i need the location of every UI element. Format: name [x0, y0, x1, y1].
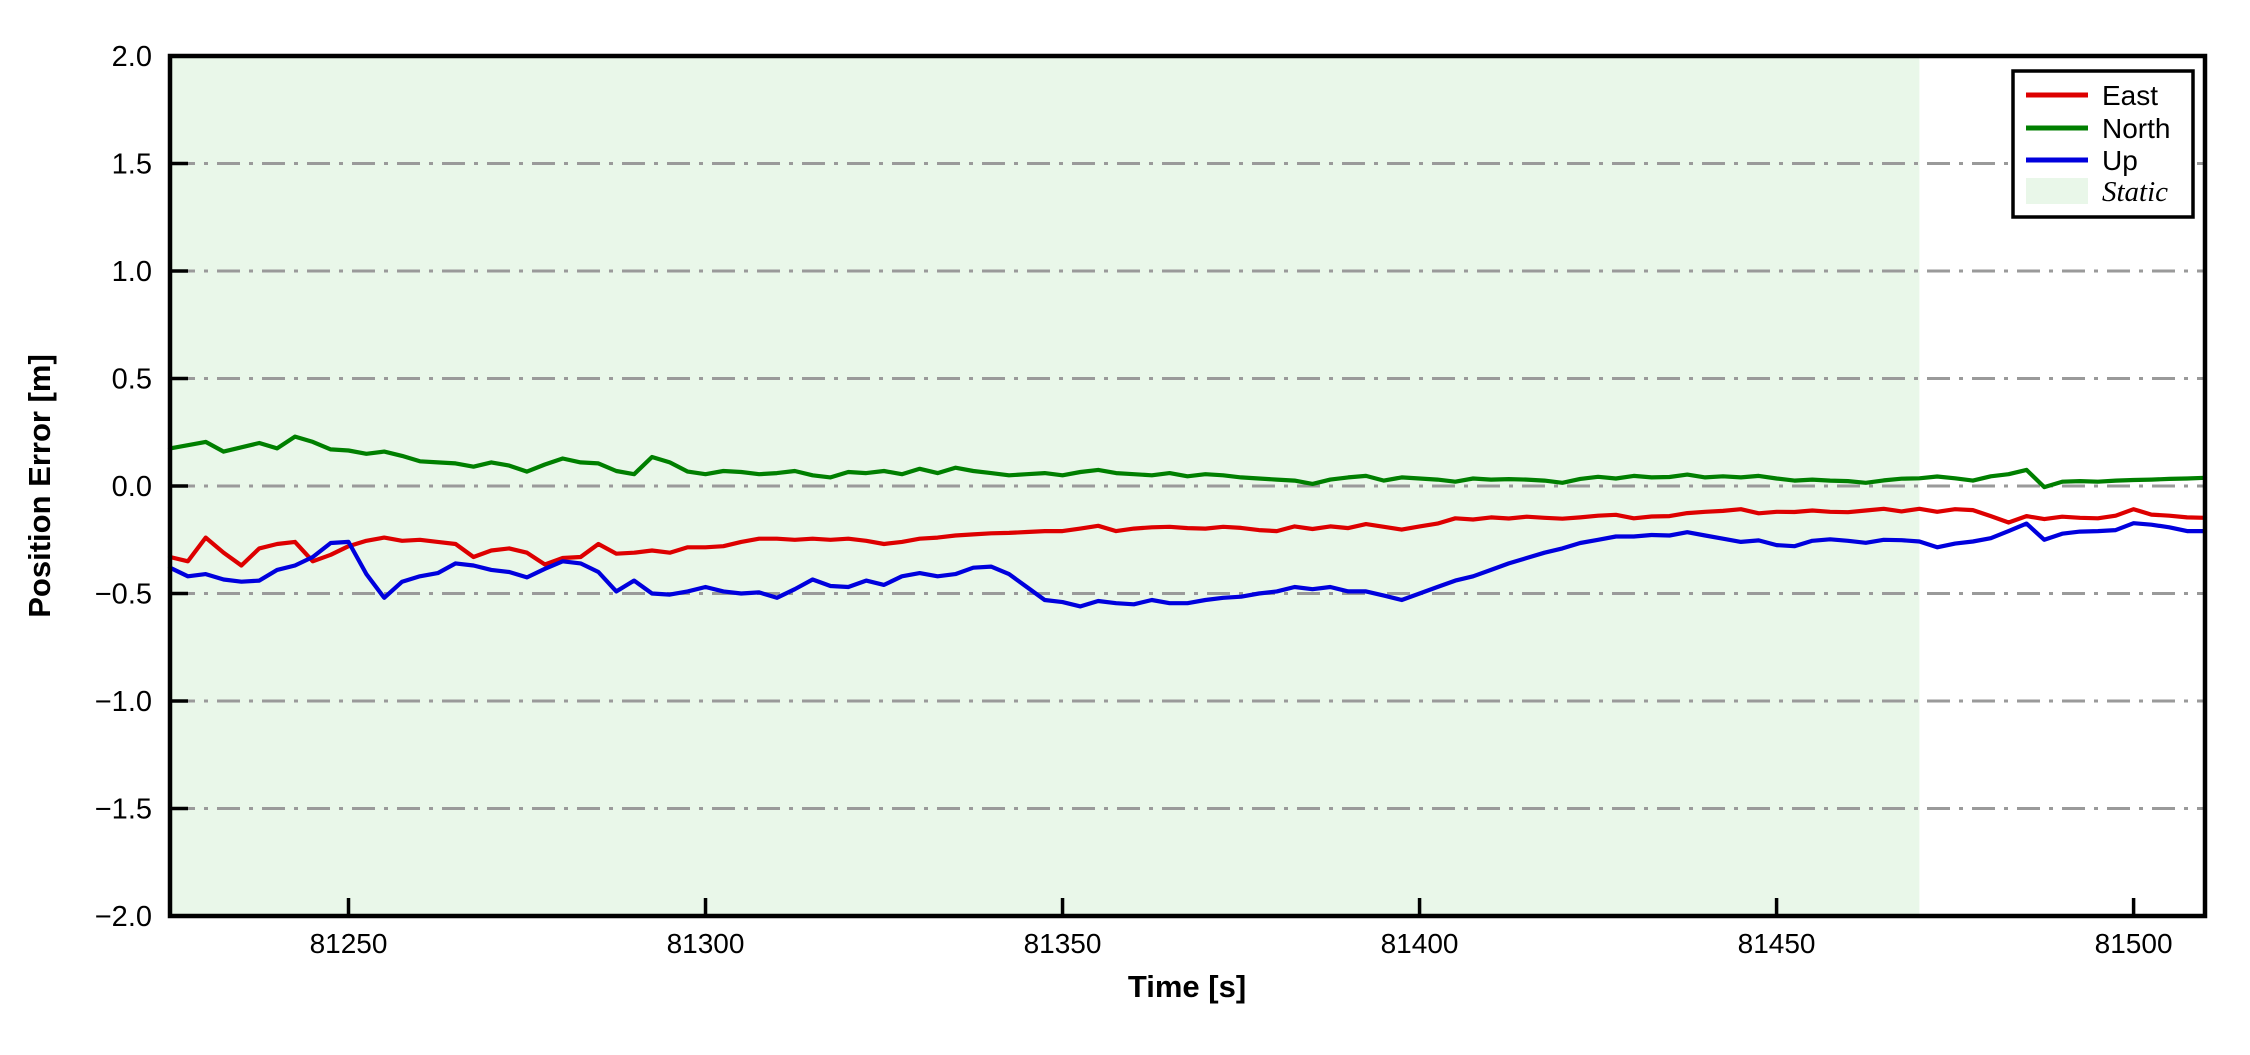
y-tick-label-0.5: 0.5 — [112, 364, 152, 396]
axis-ticks — [170, 54, 2136, 918]
legend-swatch-static-patch — [2026, 178, 2088, 204]
x-tick-label-81250: 81250 — [310, 928, 388, 959]
x-tick-label-81450: 81450 — [1738, 928, 1816, 959]
legend-label-up: Up — [2102, 145, 2138, 176]
y-tick-label-1: 1.0 — [112, 256, 152, 288]
legend-label-east: East — [2102, 80, 2158, 111]
y-tick-label-2: 2.0 — [112, 41, 152, 73]
series-line-east — [167, 506, 2208, 568]
series-line-north — [167, 434, 2208, 490]
x-tick-label-81300: 81300 — [667, 928, 745, 959]
x-tick-label-81500: 81500 — [2095, 928, 2173, 959]
series-lines — [167, 434, 2208, 609]
y-tick-label--0.5: −0.5 — [95, 579, 152, 611]
y-tick-label-0: 0.0 — [112, 471, 152, 503]
x-tick-labels: 81250 81300 81350 81400 81450 81500 — [310, 928, 2173, 959]
legend-label-north: North — [2102, 113, 2170, 144]
y-tick-label-1.5: 1.5 — [112, 149, 152, 181]
y-tick-label--2: −2.0 — [95, 901, 152, 933]
y-tick-labels: −2.0 −1.5 −1.0 −0.5 0.0 0.5 1.0 1.5 2.0 — [95, 41, 152, 933]
legend-label-static: Static — [2102, 176, 2168, 208]
y-tick-label--1: −1.0 — [95, 686, 152, 718]
y-tick-label--1.5: −1.5 — [95, 794, 152, 826]
legend: East North Up Static — [2011, 69, 2195, 219]
y-axis-label: Position Error [m] — [22, 354, 57, 618]
series-line-up — [167, 521, 2208, 609]
x-tick-label-81350: 81350 — [1024, 928, 1102, 959]
x-tick-label-81400: 81400 — [1381, 928, 1459, 959]
x-axis-label: Time [s] — [1128, 969, 1246, 1004]
